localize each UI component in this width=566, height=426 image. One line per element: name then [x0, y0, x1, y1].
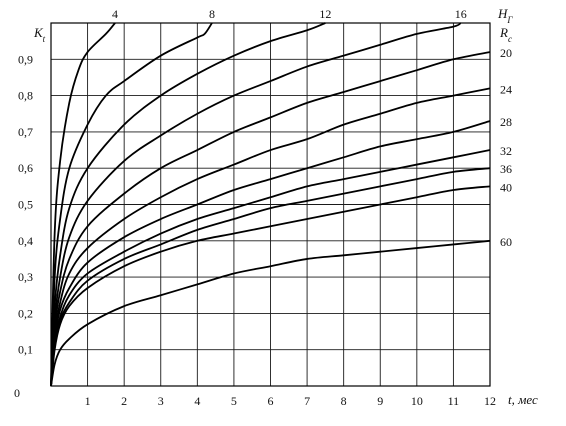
x-tick-label: 7	[304, 394, 310, 408]
x-tick-label: 5	[231, 394, 237, 408]
series-label-16: 16	[455, 7, 467, 21]
series-label-40: 40	[500, 180, 512, 194]
series-label-32: 32	[500, 144, 512, 158]
series-line-16	[50, 22, 462, 387]
y-tick-label: 0,2	[18, 306, 33, 320]
y-tick-label: 0,3	[18, 270, 33, 284]
series-line-4	[50, 22, 116, 387]
x-axis-title: t, мес	[508, 392, 538, 407]
series-label-60: 60	[500, 235, 512, 249]
y-tick-label: 0,6	[18, 161, 33, 175]
plot-frame	[50, 22, 491, 387]
series-line-20	[50, 51, 491, 387]
y-tick-label: 0,1	[18, 343, 33, 357]
x-tick-label: 12	[484, 394, 496, 408]
series-line-32	[50, 149, 491, 387]
label-layer: Kt t, мес HГ Rc 01 2 3 4 5 6 7 8 9 10 11 120,10,20,…	[14, 6, 538, 408]
y-axis-title: Kt	[33, 25, 46, 44]
curve-layer	[50, 22, 491, 387]
series-line-40	[50, 185, 491, 387]
x-tick-label: 9	[377, 394, 383, 408]
grid-layer	[50, 22, 491, 387]
series-line-24	[50, 87, 491, 387]
series-label-8: 8	[209, 7, 215, 21]
x-tick-label: 1	[85, 394, 91, 408]
series-label-4: 4	[112, 7, 118, 21]
y-tick-label: 0,5	[18, 198, 33, 212]
x-tick-label: 2	[121, 394, 127, 408]
series-label-28: 28	[500, 115, 512, 129]
right-header-bottom: Rc	[499, 25, 512, 44]
y-tick-label: 0,8	[18, 89, 33, 103]
series-label-36: 36	[500, 162, 512, 176]
y-tick-label: 0,9	[18, 52, 33, 66]
series-label-12: 12	[319, 7, 331, 21]
x-tick-label: 10	[411, 394, 423, 408]
series-line-28	[50, 120, 491, 387]
x-tick-label: 11	[448, 394, 460, 408]
series-line-36	[50, 167, 491, 387]
series-line-60	[50, 239, 491, 387]
series-label-20: 20	[500, 46, 512, 60]
right-header-top: HГ	[497, 6, 513, 25]
x-tick-label: 8	[341, 394, 347, 408]
x-tick-label: 3	[158, 394, 164, 408]
y-tick-label: 0,4	[18, 234, 33, 248]
series-label-24: 24	[500, 82, 512, 96]
series-line-8	[50, 22, 213, 387]
x-tick-label: 4	[194, 394, 200, 408]
series-line-12	[50, 22, 326, 387]
y-tick-label: 0,7	[18, 125, 33, 139]
x-tick-label: 6	[268, 394, 274, 408]
x-tick-label: 0	[14, 386, 20, 400]
